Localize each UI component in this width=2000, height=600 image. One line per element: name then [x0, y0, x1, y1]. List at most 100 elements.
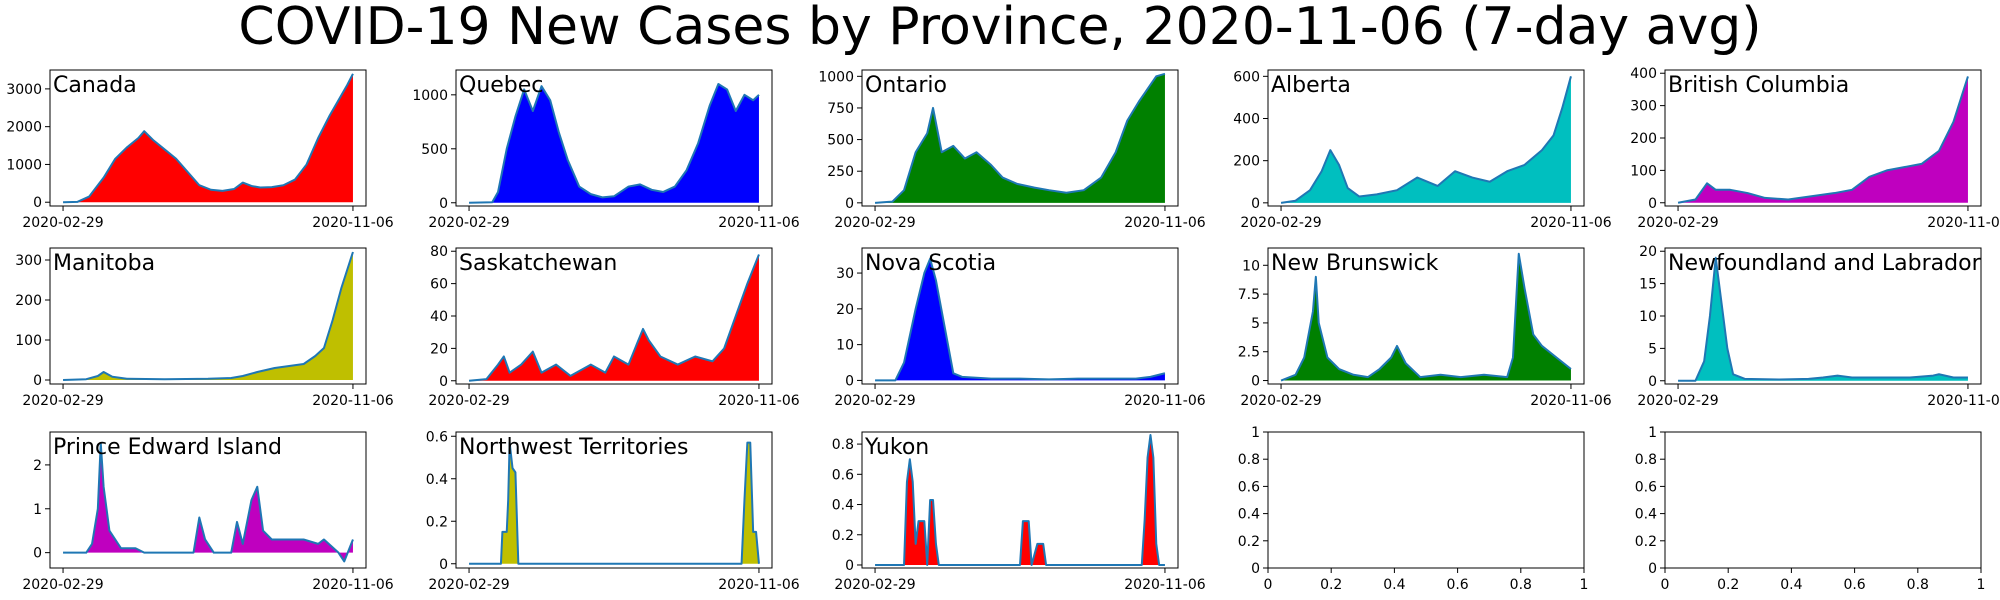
x-tick-label: 0.2 — [1320, 577, 1342, 593]
area-fill — [1281, 76, 1571, 203]
subplot-title: Newfoundland and Labrador — [1668, 251, 1982, 276]
x-tick-label: 2020-11-06 — [1530, 393, 1611, 409]
y-tick-label: 200 — [1630, 131, 1657, 147]
area-fill — [1678, 257, 1968, 381]
y-tick-label: 0.2 — [1238, 534, 1260, 550]
y-tick-label: 0.8 — [1238, 452, 1260, 468]
y-tick-label: 100 — [1630, 163, 1657, 179]
x-tick-label: 0 — [1661, 577, 1670, 593]
x-tick-label: 0.2 — [1717, 577, 1739, 593]
y-tick-label: 0.6 — [426, 429, 448, 445]
x-tick-label: 2020-02-29 — [428, 577, 509, 593]
x-tick-label: 0.6 — [1843, 577, 1865, 593]
x-tick-label: 2020-02-29 — [834, 393, 915, 409]
y-tick-label: 15 — [1639, 277, 1657, 293]
plot-frame — [1664, 431, 1982, 569]
x-tick-label: 2020-11-06 — [718, 215, 799, 231]
y-tick-label: 200 — [1233, 154, 1260, 170]
y-tick-label: 0.2 — [1635, 534, 1657, 550]
y-tick-label: 0 — [845, 373, 854, 389]
y-tick-label: 0.6 — [1238, 479, 1260, 495]
series-line — [469, 441, 760, 565]
y-tick-label: 20 — [1639, 244, 1657, 260]
series-line — [1280, 252, 1572, 382]
x-tick-label: 1 — [1977, 577, 1986, 593]
subplot: 0 200 400 600 2020-02-29 2020-11-06 Alberta — [1233, 69, 1611, 231]
y-tick-label: 300 — [15, 253, 42, 269]
y-tick-label: 0 — [33, 546, 42, 562]
series-line — [468, 254, 760, 382]
y-tick-label: 200 — [15, 293, 42, 309]
x-tick-label: 0.4 — [1383, 577, 1405, 593]
x-tick-label: 1 — [1580, 577, 1589, 593]
y-tick-label: 0 — [33, 195, 42, 211]
y-tick-label: 1000 — [818, 69, 854, 85]
y-tick-label: 0.8 — [1635, 452, 1657, 468]
x-tick-label: 2020-02-29 — [22, 215, 103, 231]
y-tick-label: 1 — [33, 502, 42, 518]
y-tick-label: 2.5 — [1238, 345, 1260, 361]
y-tick-label: 300 — [1630, 99, 1657, 115]
y-tick-label: 2000 — [6, 120, 42, 136]
area-fill — [875, 73, 1165, 203]
subplot: 0 1 2 2020-02-29 2020-11-06 Prince Edward Isl… — [22, 431, 394, 593]
x-tick-label: 2020-11-06 — [1124, 393, 1205, 409]
x-tick-label: 2020-11-06 — [312, 577, 393, 593]
y-tick-label: 0 — [845, 196, 854, 212]
y-tick-label: 0 — [1648, 561, 1657, 577]
subplot-title: British Columbia — [1668, 73, 1849, 98]
subplot-title: Saskatchewan — [459, 251, 617, 276]
y-tick-label: 0.6 — [1635, 479, 1657, 495]
subplot: 0 5 10 15 20 2020-02-29 2020-11-06 Newfoundland… — [1637, 244, 2000, 409]
x-tick-label: 2020-02-29 — [834, 577, 915, 593]
y-tick-label: 1 — [1251, 425, 1260, 441]
series-line — [469, 83, 760, 204]
subplot: 0 20 40 60 80 2020-02-29 2020-11-06 Saskatchewa… — [428, 244, 799, 409]
x-tick-label: 2020-11-06 — [312, 393, 393, 409]
subplot: 0 1000 2000 3000 2020-02-29 2020-11-06 Canada — [6, 69, 394, 231]
x-tick-label: 0.8 — [1907, 577, 1929, 593]
y-tick-label: 10 — [836, 338, 854, 354]
y-tick-label: 10 — [1242, 258, 1260, 274]
subplot-title: Ontario — [865, 73, 947, 98]
x-tick-label: 2020-02-29 — [22, 393, 103, 409]
y-tick-label: 5 — [1251, 316, 1260, 332]
series-line — [63, 441, 354, 563]
y-tick-label: 0.2 — [832, 528, 854, 544]
y-tick-label: 0.6 — [832, 467, 854, 483]
subplot-title: Prince Edward Island — [53, 435, 282, 460]
area-fill — [1678, 76, 1968, 203]
plot-frame — [1267, 431, 1585, 569]
area-fill — [1281, 253, 1571, 381]
x-tick-label: 2020-11-06 — [718, 577, 799, 593]
subplot-title: Northwest Territories — [459, 435, 688, 460]
x-tick-label: 2020-02-29 — [1240, 215, 1321, 231]
subplot-title: New Brunswick — [1271, 251, 1439, 276]
y-tick-label: 0 — [439, 374, 448, 390]
x-tick-label: 2020-11-06 — [1927, 393, 2000, 409]
x-tick-label: 0.6 — [1446, 577, 1468, 593]
y-tick-label: 10 — [1639, 309, 1657, 325]
subplot-title: Manitoba — [53, 251, 155, 276]
y-tick-label: 1 — [1648, 425, 1657, 441]
x-tick-label: 2020-02-29 — [428, 393, 509, 409]
y-tick-label: 5 — [1648, 341, 1657, 357]
x-tick-label: 2020-02-29 — [428, 215, 509, 231]
plot-frame — [49, 431, 367, 569]
y-tick-label: 80 — [430, 244, 448, 260]
plot-frame — [1267, 247, 1585, 385]
y-tick-label: 100 — [15, 333, 42, 349]
x-tick-label: 2020-11-06 — [1124, 215, 1205, 231]
series-line — [875, 257, 1166, 382]
series-line — [875, 434, 1165, 566]
y-tick-label: 0.2 — [426, 514, 448, 530]
y-tick-label: 40 — [430, 309, 448, 325]
y-tick-label: 20 — [836, 302, 854, 318]
area-fill — [63, 252, 353, 380]
subplot: 0 2.5 5 7.5 10 2020-02-29 2020-11-06 New Brunsw… — [1238, 247, 1612, 409]
y-tick-label: 1000 — [412, 88, 448, 104]
plot-frame — [455, 69, 773, 207]
x-tick-label: 2020-02-29 — [22, 577, 103, 593]
subplot-title: Alberta — [1271, 73, 1351, 98]
plot-frame — [49, 247, 367, 385]
